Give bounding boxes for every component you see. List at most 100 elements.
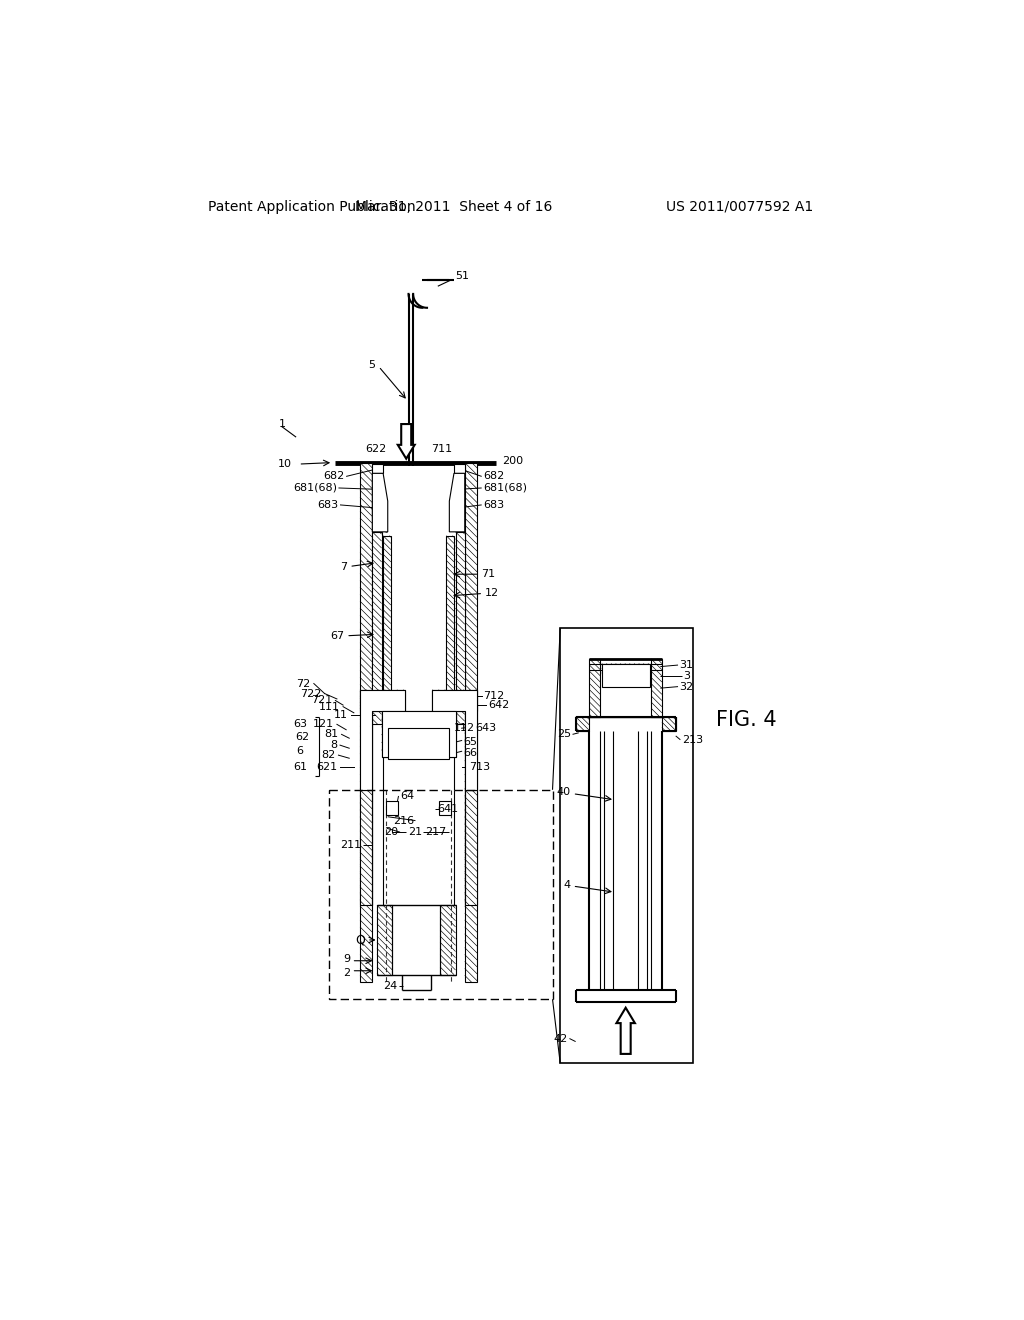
Bar — [360, 689, 404, 711]
Text: 71: 71 — [481, 569, 495, 579]
Text: 682: 682 — [483, 471, 505, 482]
Text: 42: 42 — [554, 1034, 568, 1044]
Text: 712: 712 — [483, 690, 505, 701]
Bar — [382, 711, 456, 758]
Bar — [382, 711, 456, 758]
Text: 641: 641 — [437, 804, 458, 814]
Text: 40: 40 — [557, 787, 571, 797]
Text: 213: 213 — [682, 735, 703, 744]
Bar — [360, 462, 373, 982]
Text: 64: 64 — [400, 791, 414, 801]
Bar — [465, 789, 477, 906]
Bar — [439, 801, 451, 816]
Bar — [360, 789, 373, 906]
Bar — [388, 729, 450, 759]
Bar — [465, 462, 477, 982]
Text: 216: 216 — [393, 816, 414, 825]
Text: US 2011/0077592 A1: US 2011/0077592 A1 — [666, 199, 813, 214]
Bar — [456, 532, 465, 725]
Text: 711: 711 — [431, 445, 452, 454]
Text: 5: 5 — [369, 360, 376, 370]
Text: 25: 25 — [557, 730, 571, 739]
Bar — [377, 906, 392, 974]
Bar — [432, 689, 477, 711]
Bar — [602, 664, 649, 675]
Polygon shape — [397, 424, 415, 459]
Bar — [330, 789, 553, 999]
Text: 622: 622 — [365, 445, 386, 454]
Text: 722: 722 — [300, 689, 322, 698]
Text: 721: 721 — [311, 696, 333, 705]
Text: 20: 20 — [384, 828, 398, 837]
Text: Mar. 31, 2011  Sheet 4 of 16: Mar. 31, 2011 Sheet 4 of 16 — [355, 199, 553, 214]
Polygon shape — [616, 1007, 635, 1053]
Text: 66: 66 — [463, 748, 477, 758]
Text: 11: 11 — [334, 710, 348, 721]
Text: 681(68): 681(68) — [483, 483, 527, 492]
Text: 51: 51 — [455, 271, 469, 281]
Bar — [662, 717, 676, 730]
Text: 621: 621 — [315, 762, 337, 772]
Bar — [440, 906, 456, 974]
Text: 217: 217 — [425, 828, 445, 837]
Bar — [377, 906, 392, 974]
Text: 32: 32 — [680, 681, 693, 692]
Text: 200: 200 — [502, 455, 523, 466]
Bar — [560, 628, 692, 1063]
Text: 1: 1 — [280, 418, 286, 429]
Text: 8: 8 — [330, 741, 337, 750]
Bar — [446, 536, 454, 725]
Bar — [383, 536, 391, 725]
Text: 62: 62 — [295, 733, 309, 742]
Bar — [465, 462, 477, 982]
Bar — [590, 659, 600, 717]
Bar — [373, 532, 382, 725]
Bar — [386, 801, 397, 816]
Text: 713: 713 — [469, 762, 490, 772]
Text: 7: 7 — [341, 561, 348, 572]
Bar — [360, 462, 373, 982]
Bar — [456, 532, 465, 725]
Polygon shape — [432, 689, 477, 789]
Bar — [651, 659, 662, 717]
Text: 643: 643 — [475, 723, 497, 733]
Bar — [602, 664, 649, 675]
Text: Q: Q — [354, 933, 365, 946]
Text: FIG. 4: FIG. 4 — [716, 710, 776, 730]
Text: 81: 81 — [325, 730, 339, 739]
Text: Patent Application Publication: Patent Application Publication — [208, 199, 415, 214]
Bar — [360, 689, 404, 711]
Text: 67: 67 — [331, 631, 345, 640]
Bar — [602, 664, 649, 686]
Text: 82: 82 — [322, 750, 336, 760]
Text: 112: 112 — [454, 723, 475, 733]
Text: 121: 121 — [312, 719, 334, 730]
Polygon shape — [373, 474, 388, 532]
Bar — [432, 689, 477, 711]
Text: 682: 682 — [324, 471, 345, 482]
Text: 211: 211 — [340, 841, 361, 850]
Text: 31: 31 — [680, 660, 693, 671]
Text: 21: 21 — [408, 828, 422, 837]
Polygon shape — [450, 474, 465, 532]
Text: 65: 65 — [463, 737, 477, 747]
Text: 681(68): 681(68) — [293, 483, 337, 492]
Bar — [373, 532, 382, 725]
Bar — [382, 711, 456, 758]
Bar — [383, 536, 391, 725]
Bar — [651, 659, 662, 717]
Text: 6: 6 — [296, 746, 303, 756]
Text: 9: 9 — [343, 954, 350, 964]
Text: 2: 2 — [343, 968, 350, 978]
Bar — [373, 465, 383, 474]
Text: 61: 61 — [294, 762, 307, 772]
Bar — [360, 789, 373, 906]
Text: 10: 10 — [279, 459, 292, 469]
Text: 72: 72 — [297, 678, 310, 689]
Text: 63: 63 — [294, 719, 307, 730]
Bar — [440, 906, 456, 974]
Bar — [465, 789, 477, 906]
Text: 4: 4 — [564, 879, 571, 890]
Bar — [575, 717, 590, 730]
Polygon shape — [360, 689, 404, 789]
